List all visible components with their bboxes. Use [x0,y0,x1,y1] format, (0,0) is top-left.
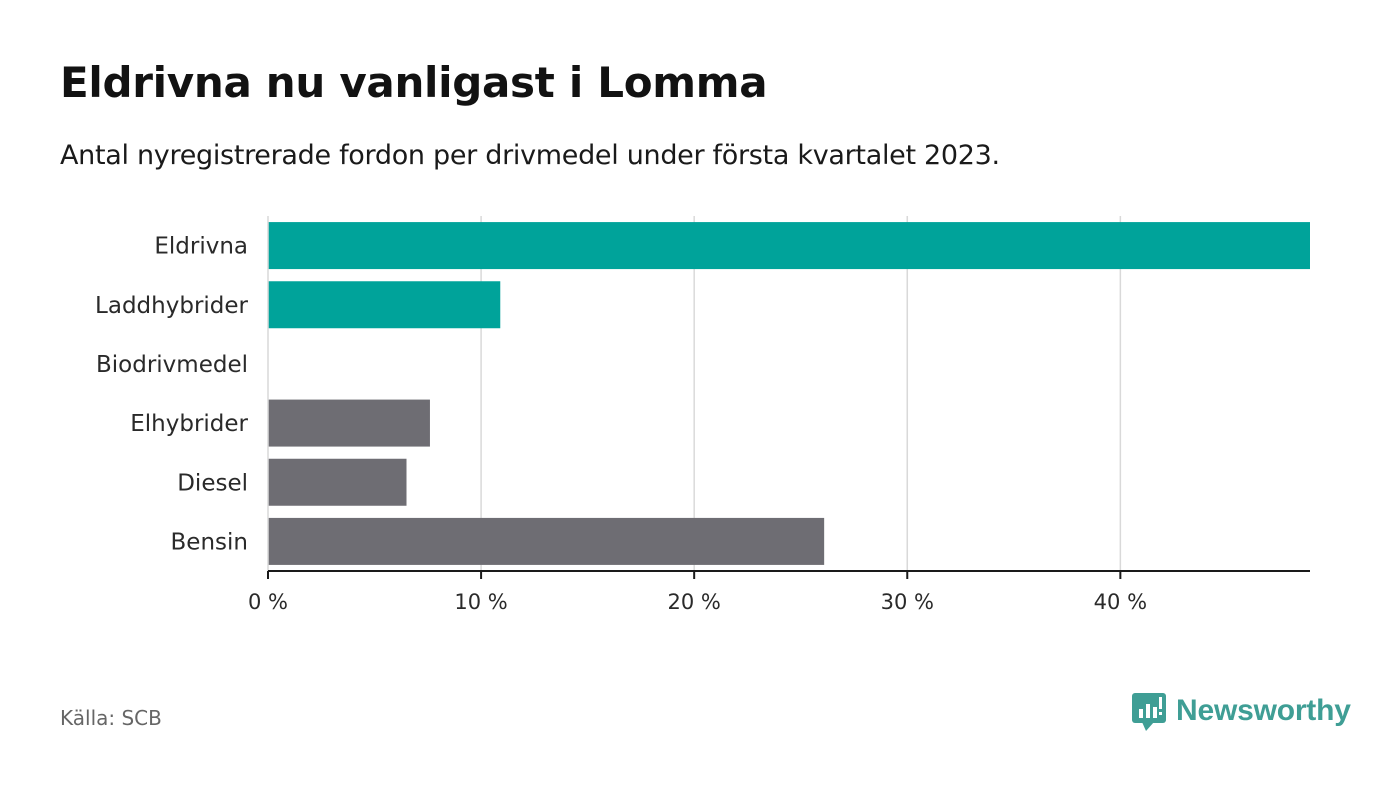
chart-subtitle: Antal nyregistrerade fordon per drivmede… [60,140,1000,171]
newsworthy-logo: Newsworthy [1132,690,1351,732]
category-label: Laddhybrider [95,293,248,319]
bar [268,399,430,447]
newsworthy-logo-icon [1132,693,1166,731]
brand-name: Newsworthy [1176,694,1351,727]
category-label: Bensin [171,529,248,555]
bar-chart: Eldrivna Laddhybrider Biodrivmedel Elhybrid… [95,216,1310,614]
bar [268,222,1310,270]
x-tick-label: 40 % [1094,590,1147,614]
category-label: Diesel [177,470,248,496]
x-tick-label: 20 % [667,590,720,614]
bar [268,458,407,506]
x-tick-label: 0 % [248,590,288,614]
category-label: Biodrivmedel [96,352,248,378]
chart-title: Eldrivna nu vanligast i Lomma [60,58,768,107]
bar [268,517,825,565]
category-label: Eldrivna [154,234,248,260]
x-tick-label: 30 % [881,590,934,614]
source-note: Källa: SCB [60,706,162,730]
category-label: Elhybrider [130,411,248,437]
x-tick-label: 10 % [454,590,507,614]
bar [268,281,501,329]
